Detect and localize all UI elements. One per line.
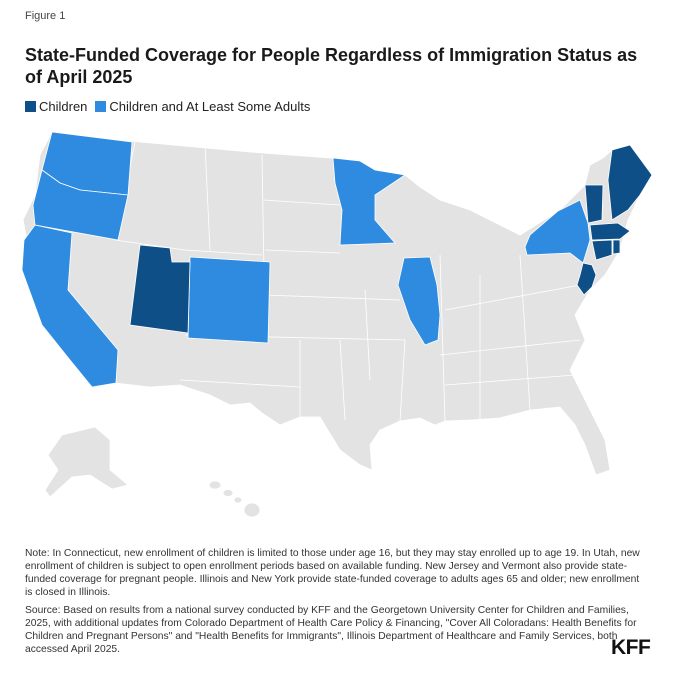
source-text: Source: Based on results from a national… bbox=[25, 605, 637, 655]
legend-label-children: Children bbox=[39, 99, 88, 114]
state-connecticut bbox=[591, 239, 613, 261]
state-massachusetts bbox=[589, 222, 631, 241]
state-colorado bbox=[187, 256, 271, 344]
kff-logo: KFF bbox=[611, 636, 651, 659]
state-maine bbox=[607, 144, 653, 221]
legend-label-children-and-adults: Children and At Least Some Adults bbox=[109, 99, 311, 114]
state-new-jersey bbox=[576, 262, 597, 296]
state-minnesota bbox=[332, 157, 407, 246]
state-vermont bbox=[584, 184, 604, 224]
state-new-york bbox=[524, 199, 591, 264]
legend-item-children: Children bbox=[25, 99, 87, 114]
us-base bbox=[22, 131, 653, 476]
state-utah bbox=[129, 244, 191, 334]
state-oregon bbox=[32, 169, 129, 241]
legend-swatch-children-and-adults bbox=[95, 101, 107, 112]
state-illinois bbox=[397, 256, 441, 346]
note-text: Note: In Connecticut, new enrollment of … bbox=[25, 548, 640, 598]
state-alaska bbox=[44, 426, 129, 498]
state-california bbox=[21, 224, 119, 388]
state-rhode-island bbox=[612, 239, 621, 255]
legend-swatch-children bbox=[25, 101, 36, 112]
us-map bbox=[0, 125, 675, 535]
notes: Note: In Connecticut, new enrollment of … bbox=[25, 547, 640, 661]
legend-item-children-and-adults: Children and At Least Some Adults bbox=[95, 99, 310, 114]
figure-label: Figure 1 bbox=[25, 10, 66, 22]
state-hawaii bbox=[208, 480, 261, 518]
chart-title: State-Funded Coverage for People Regardl… bbox=[25, 45, 638, 87]
legend: Children Children and At Least Some Adul… bbox=[25, 99, 318, 114]
